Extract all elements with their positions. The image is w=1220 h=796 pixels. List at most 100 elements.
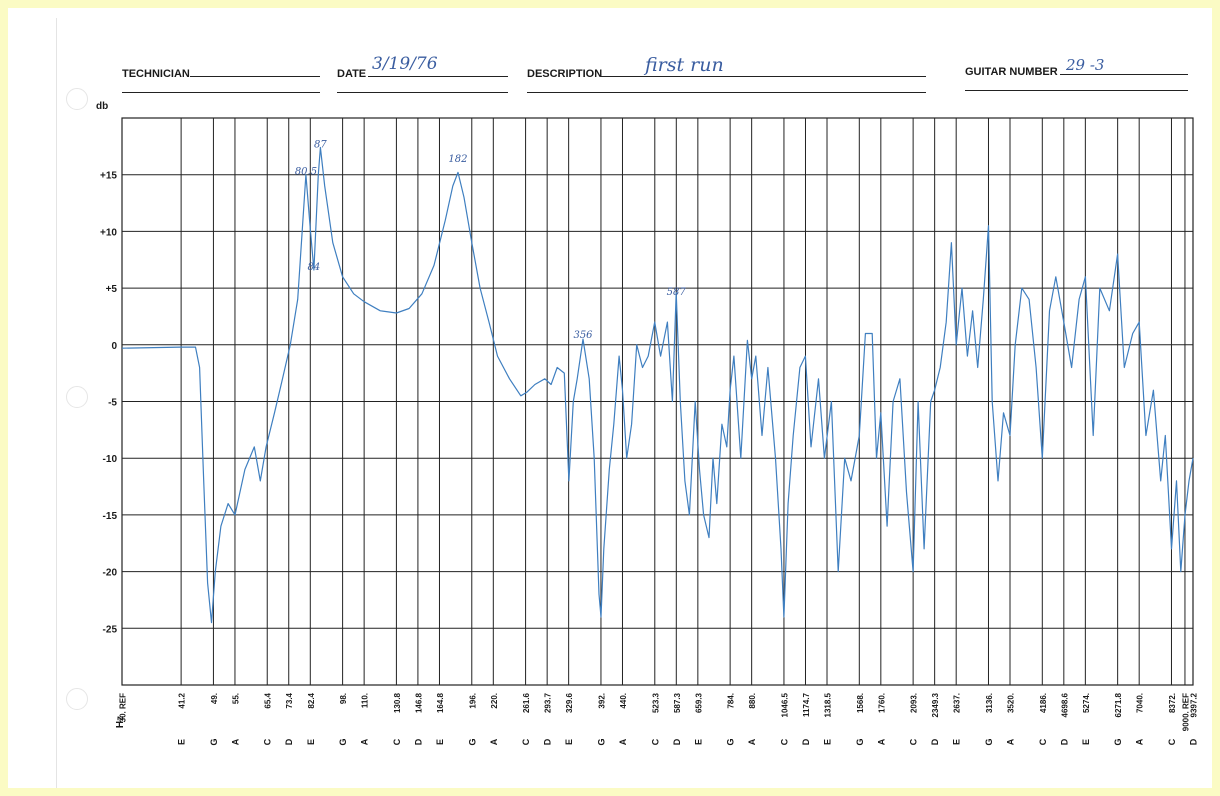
x-tick-label: 1046.5	[780, 692, 789, 717]
x-note-label: A	[1006, 738, 1016, 745]
x-note-label: C	[392, 738, 402, 745]
chart-axes: db Hz +15 +10 +5 0 -5 -10 -15 -20 -25 30. REF 41.2…	[96, 101, 1199, 746]
series-line	[121, 146, 1194, 624]
annotation-label: 87	[314, 139, 327, 150]
x-tick-label: 3136.	[985, 693, 994, 713]
x-tick-label: 5274.	[1082, 693, 1091, 713]
x-note-label: D	[1189, 738, 1199, 745]
x-tick-label: 1568.	[856, 693, 865, 713]
x-tick-label: 164.8	[436, 692, 445, 713]
x-note-label: C	[263, 738, 273, 745]
x-tick-label: 98.	[339, 693, 348, 704]
x-note-label: E	[1081, 739, 1091, 745]
guitar-number-underline-2	[965, 90, 1188, 91]
x-note-label: D	[672, 738, 682, 745]
x-axis-title: Hz	[115, 716, 126, 728]
margin-line	[56, 18, 57, 788]
description-underline	[600, 76, 926, 77]
x-tick-label: 73.4	[285, 692, 294, 708]
x-tick-label: 1318.5	[824, 692, 833, 717]
x-tick-label: 8372.	[1168, 693, 1177, 713]
x-note-label: G	[984, 738, 994, 745]
x-note-label: D	[1059, 738, 1069, 745]
handwritten-annotations: 80.5 87 84 182 356 587	[295, 139, 687, 341]
description-value[interactable]: first run	[645, 54, 724, 76]
y-tick-label: -10	[103, 454, 118, 465]
x-tick-label: 4698.6	[1060, 692, 1069, 717]
x-tick-label: 130.8	[393, 692, 402, 713]
x-note-label: A	[618, 738, 628, 745]
x-note-label: D	[284, 738, 294, 745]
y-tick-label: -15	[103, 511, 118, 522]
x-note-label: E	[564, 739, 574, 745]
date-value[interactable]: 3/19/76	[372, 54, 438, 74]
guitar-number-value[interactable]: 29 -3	[1066, 56, 1105, 74]
x-tick-label: 82.4	[307, 692, 316, 708]
technician-label: TECHNICIAN	[122, 68, 190, 80]
y-tick-label: -20	[103, 568, 118, 579]
x-note-label: D	[543, 738, 553, 745]
x-note-label: A	[1135, 738, 1145, 745]
x-note-label: E	[306, 739, 316, 745]
x-note-label: G	[467, 738, 477, 745]
x-tick-label: 329.6	[565, 692, 574, 713]
x-tick-label: 587.3	[673, 692, 682, 713]
date-underline-2	[337, 92, 508, 93]
x-note-label: G	[338, 738, 348, 745]
y-tick-label: +15	[100, 171, 117, 182]
chart-grid	[121, 117, 1194, 686]
x-tick-label: 65.4	[264, 692, 273, 708]
annotation-label: 182	[448, 154, 467, 165]
annotation-label: 80.5	[295, 167, 317, 178]
x-tick-label: 55.	[231, 693, 240, 704]
x-tick-label: 110.	[361, 693, 370, 708]
x-tick-label: 30. REF	[119, 693, 128, 722]
x-note-label: A	[747, 738, 757, 745]
date-underline	[368, 76, 508, 77]
punch-hole	[66, 88, 88, 110]
response-trace	[121, 146, 1194, 624]
x-tick-label: 9000. REF	[1181, 693, 1190, 731]
x-note-label: C	[779, 738, 789, 745]
x-tick-label: 1760.	[877, 693, 886, 713]
x-tick-label: 3520.	[1007, 693, 1016, 713]
x-note-label: C	[650, 738, 660, 745]
x-note-label: G	[209, 738, 219, 745]
x-note-label: A	[230, 738, 240, 745]
x-tick-label: 880.	[748, 693, 757, 709]
x-tick-label: 523.3	[651, 692, 660, 713]
guitar-number-label: GUITAR NUMBER	[965, 66, 1058, 78]
x-note-label: E	[435, 739, 445, 745]
x-tick-label: 6271.8	[1114, 692, 1123, 717]
x-tick-label: 659.3	[694, 692, 703, 713]
y-tick-label: -5	[108, 398, 117, 409]
x-tick-label: 1174.7	[802, 692, 811, 717]
x-note-label: D	[413, 738, 423, 745]
x-tick-label: 2637.	[953, 693, 962, 713]
x-note-label: A	[360, 738, 370, 745]
y-tick-label: +5	[106, 284, 118, 295]
x-tick-label: 261.6	[522, 692, 531, 713]
x-tick-label: 784.	[727, 693, 736, 709]
x-tick-label: 4186.	[1039, 693, 1048, 713]
x-tick-label: 220.	[490, 693, 499, 709]
x-tick-label: 146.8	[414, 692, 423, 713]
technician-underline	[190, 76, 320, 77]
date-label: DATE	[337, 68, 367, 80]
x-tick-label: 2093.	[910, 693, 919, 713]
x-tick-label: 392.	[597, 693, 606, 709]
description-underline-2	[527, 92, 926, 93]
x-note-label: D	[930, 738, 940, 745]
x-note-label: A	[876, 738, 886, 745]
y-tick-label: +10	[100, 227, 117, 238]
x-note-label: G	[1113, 738, 1123, 745]
x-note-label: E	[693, 739, 703, 745]
x-tick-label: 293.7	[544, 692, 553, 713]
x-tick-label: 7040.	[1136, 693, 1145, 713]
annotation-label: 587	[667, 287, 687, 298]
x-note-label: E	[823, 739, 833, 745]
x-note-label: C	[1167, 738, 1177, 745]
x-note-label: C	[521, 738, 531, 745]
y-tick-label: 0	[111, 341, 117, 352]
